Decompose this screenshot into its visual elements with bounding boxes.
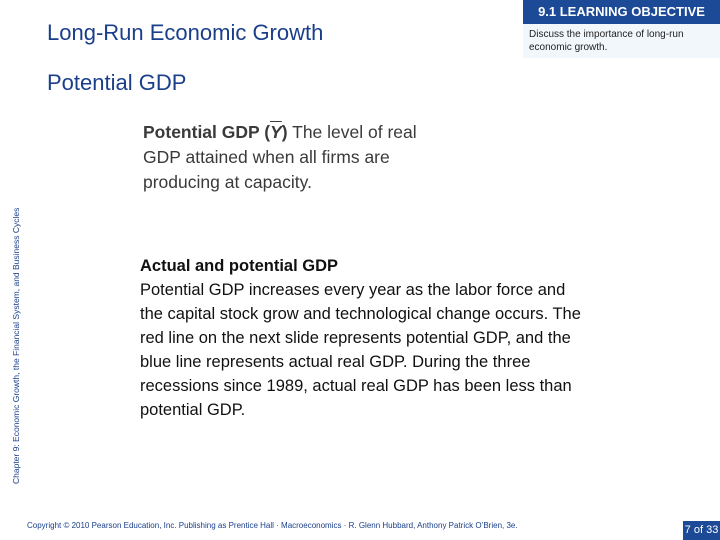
learning-objective-box: 9.1 LEARNING OBJECTIVE Discuss the impor… [523,0,720,58]
body-paragraph: Potential GDP increases every year as th… [140,281,581,419]
page-number-badge: 7 of 33 [683,521,720,540]
definition-term: Potential GDP ( [143,122,271,142]
learning-objective-text: Discuss the importance of long-run econo… [529,29,684,53]
slide-subtitle: Potential GDP [47,70,187,95]
body-heading: Actual and potential GDP [140,257,339,275]
definition-callout: Potential GDP (Y) The level of real GDP … [143,120,453,195]
copyright-footer: Copyright © 2010 Pearson Education, Inc.… [27,521,518,530]
definition-text: The level of real GDP attained when all … [143,122,417,192]
learning-objective-heading: 9.1 LEARNING OBJECTIVE [523,0,720,24]
potential-gdp-symbol: Y [270,122,282,142]
definition-term-close: ) [281,122,288,142]
learning-objective-body: Discuss the importance of long-run econo… [523,24,720,58]
slide-header-title: Long-Run Economic Growth [47,20,324,45]
body-text-block: Actual and potential GDP Potential GDP i… [140,254,590,422]
chapter-side-caption: Chapter 9: Economic Growth, the Financia… [11,207,21,484]
